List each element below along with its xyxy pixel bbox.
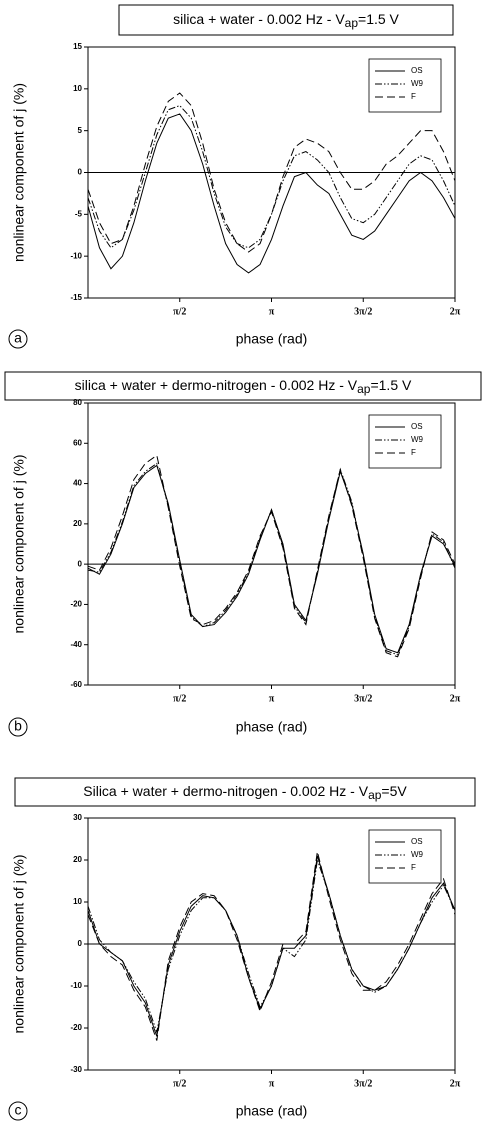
x-tick-label: 3π/2 xyxy=(354,306,372,317)
title-box xyxy=(118,4,454,36)
data-line xyxy=(87,462,456,656)
data-line xyxy=(87,851,456,1041)
x-tick-label: π/2 xyxy=(173,1078,186,1089)
legend-box xyxy=(368,414,442,469)
y-tick-label: -10 xyxy=(70,251,82,260)
x-tick-label: π/2 xyxy=(173,306,186,317)
y-tick-label: 30 xyxy=(73,813,82,822)
data-line xyxy=(87,104,456,249)
panel-circle xyxy=(8,1101,28,1121)
x-axis-label: phase (rad) xyxy=(236,331,308,347)
title-box xyxy=(14,777,476,807)
x-tick-label: π xyxy=(269,1078,275,1089)
title-part: Silica + water + dermo-nitrogen - 0.002 … xyxy=(83,783,368,799)
x-axis-label: phase (rad) xyxy=(236,1103,308,1119)
data-line xyxy=(87,454,456,658)
x-tick-label: 3π/2 xyxy=(354,693,372,704)
chart-title: silica + water - 0.002 Hz - Vap=1.5 V xyxy=(173,11,399,30)
title-part: silica + water - 0.002 Hz - V xyxy=(173,11,345,27)
y-tick-label: 5 xyxy=(78,126,83,135)
y-tick-label: 0 xyxy=(78,559,83,568)
panel-circle xyxy=(8,329,28,349)
panel-label: c xyxy=(15,1102,22,1118)
x-tick-label: 3π/2 xyxy=(354,1078,372,1089)
y-tick-label: -30 xyxy=(70,1065,82,1074)
data-line xyxy=(87,113,456,274)
y-tick-label: -5 xyxy=(75,209,83,218)
legend-label: F xyxy=(411,92,416,101)
y-tick-label: -20 xyxy=(70,1023,82,1032)
panel-label: a xyxy=(14,330,22,346)
title-part: ap xyxy=(357,382,371,396)
chart-title: silica + water + dermo-nitrogen - 0.002 … xyxy=(75,377,412,396)
legend-box xyxy=(368,829,442,884)
y-tick-label: 40 xyxy=(73,479,82,488)
y-axis-label: nonlinear component of j (%) xyxy=(11,855,27,1034)
y-tick-label: 0 xyxy=(78,168,83,177)
legend-label: F xyxy=(411,863,416,872)
legend-label: OS xyxy=(411,422,423,431)
x-tick-label: π xyxy=(269,306,275,317)
x-axis-label: phase (rad) xyxy=(236,719,308,735)
y-tick-label: -10 xyxy=(70,981,82,990)
x-tick-label: 2π xyxy=(450,1078,461,1089)
y-tick-label: 0 xyxy=(78,939,83,948)
y-axis-label: nonlinear component of j (%) xyxy=(11,455,27,634)
y-tick-label: -60 xyxy=(70,680,82,689)
y-tick-label: 10 xyxy=(73,84,82,93)
data-line xyxy=(87,92,456,253)
legend-label: W9 xyxy=(411,79,424,88)
title-part: ap xyxy=(368,788,382,802)
x-tick-label: 2π xyxy=(450,693,461,704)
legend-label: OS xyxy=(411,66,423,75)
data-line xyxy=(87,464,456,654)
legend-label: F xyxy=(411,448,416,457)
y-tick-label: 20 xyxy=(73,519,82,528)
y-axis-label: nonlinear component of j (%) xyxy=(11,83,27,262)
legend-label: W9 xyxy=(411,850,424,859)
legend-label: OS xyxy=(411,837,423,846)
y-tick-label: 60 xyxy=(73,438,82,447)
data-line xyxy=(87,859,456,1035)
x-tick-label: π/2 xyxy=(173,693,186,704)
y-tick-label: 10 xyxy=(73,897,82,906)
title-part: =5V xyxy=(381,783,407,799)
y-tick-label: 15 xyxy=(73,42,82,51)
x-tick-label: 2π xyxy=(450,306,461,317)
title-part: =1.5 V xyxy=(358,11,400,27)
y-tick-label: -15 xyxy=(70,293,82,302)
title-part: silica + water + dermo-nitrogen - 0.002 … xyxy=(75,377,358,393)
title-part: ap xyxy=(345,16,359,30)
y-tick-label: -40 xyxy=(70,640,82,649)
title-part: =1.5 V xyxy=(370,377,412,393)
chart-title: Silica + water + dermo-nitrogen - 0.002 … xyxy=(83,783,407,802)
legend-label: W9 xyxy=(411,435,424,444)
y-tick-label: 80 xyxy=(73,398,82,407)
y-tick-label: -20 xyxy=(70,600,82,609)
panel-label: b xyxy=(14,718,22,734)
x-tick-label: π xyxy=(269,693,275,704)
y-tick-label: 20 xyxy=(73,855,82,864)
title-box xyxy=(4,371,482,401)
panel-circle xyxy=(8,717,28,737)
legend-box xyxy=(368,58,442,113)
